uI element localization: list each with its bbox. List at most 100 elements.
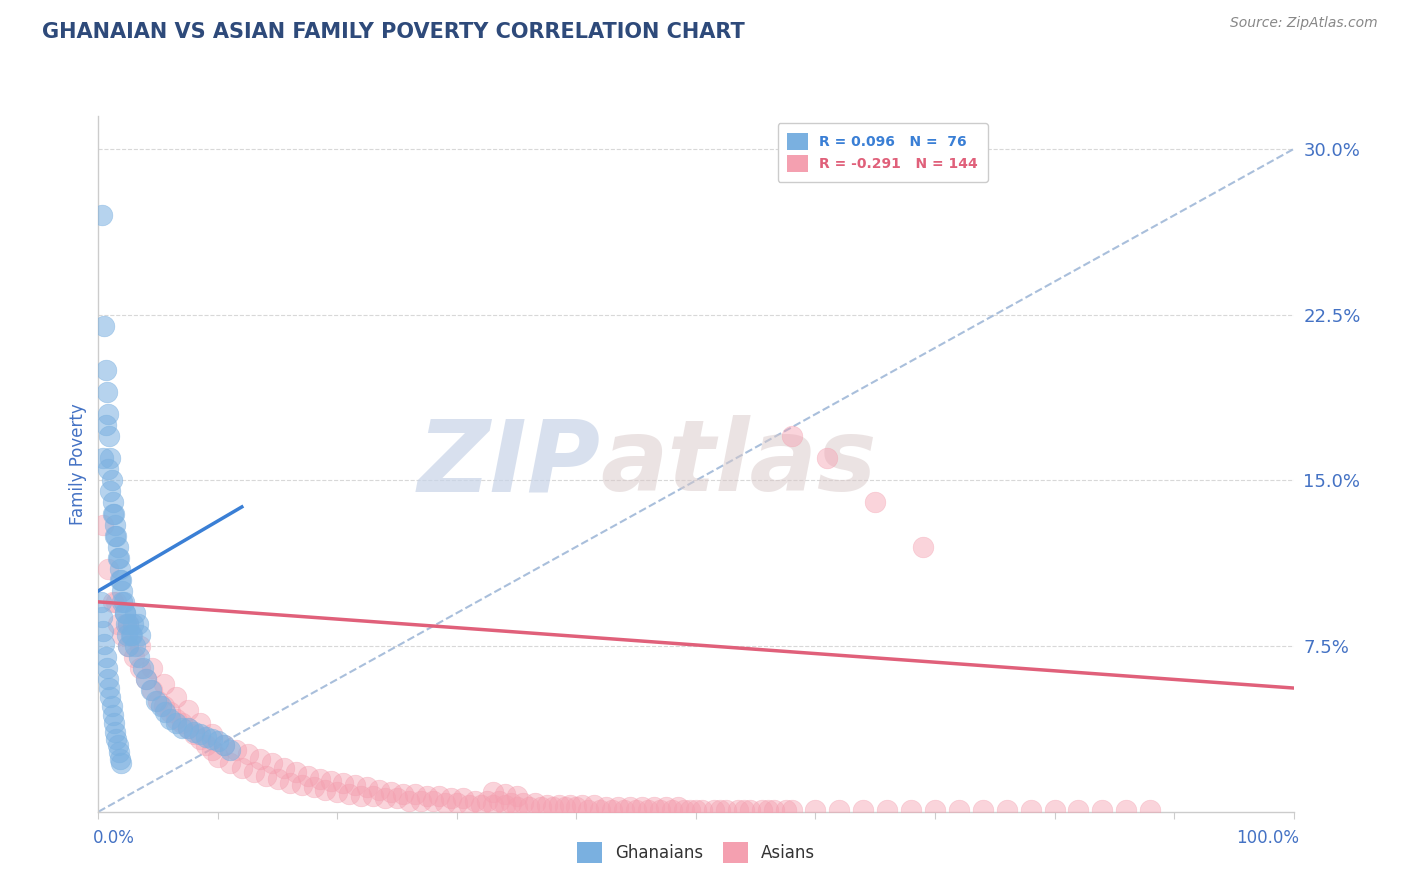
Point	[547, 798, 569, 813]
Point	[201, 731, 224, 746]
Point	[1139, 803, 1161, 817]
Point	[249, 752, 271, 766]
Point	[494, 798, 516, 813]
Point	[560, 798, 582, 813]
Point	[90, 595, 112, 609]
Point	[529, 800, 551, 814]
Point	[273, 760, 295, 774]
Point	[114, 606, 136, 620]
Point	[111, 583, 134, 598]
Point	[91, 208, 114, 222]
Point	[100, 698, 122, 713]
Point	[148, 694, 170, 708]
Point	[589, 803, 612, 817]
Point	[576, 803, 599, 817]
Point	[451, 791, 474, 805]
Point	[374, 791, 396, 805]
Point	[236, 747, 259, 762]
Point	[105, 731, 128, 746]
Point	[124, 606, 146, 620]
Point	[207, 734, 229, 748]
Point	[120, 628, 142, 642]
Point	[107, 745, 129, 759]
Point	[107, 550, 129, 565]
Point	[98, 681, 121, 695]
Point	[481, 785, 505, 799]
Point	[780, 429, 803, 443]
Point	[828, 803, 851, 817]
Point	[153, 676, 176, 690]
Point	[554, 800, 576, 814]
Point	[97, 407, 120, 421]
Point	[404, 787, 426, 801]
Point	[93, 637, 115, 651]
Point	[114, 606, 136, 620]
Point	[536, 798, 558, 813]
Point	[188, 731, 211, 746]
Point	[110, 573, 132, 587]
Y-axis label: Family Poverty: Family Poverty	[69, 403, 87, 524]
Point	[643, 800, 665, 814]
Point	[565, 800, 588, 814]
Point	[1115, 803, 1137, 817]
Point	[172, 721, 194, 735]
Point	[481, 798, 505, 813]
Point	[129, 661, 152, 675]
Point	[368, 782, 391, 797]
Point	[655, 800, 678, 814]
Point	[101, 707, 124, 722]
Point	[709, 803, 731, 817]
Point	[165, 716, 187, 731]
Point	[637, 803, 659, 817]
Point	[100, 474, 122, 488]
Point	[284, 764, 307, 779]
Point	[972, 803, 994, 817]
Point	[121, 628, 143, 642]
Point	[110, 756, 132, 771]
Point	[149, 698, 172, 713]
Point	[129, 639, 152, 653]
Point	[356, 780, 378, 795]
Point	[139, 683, 162, 698]
Point	[177, 721, 200, 735]
Text: Source: ZipAtlas.com: Source: ZipAtlas.com	[1230, 16, 1378, 30]
Point	[122, 617, 145, 632]
Point	[141, 683, 163, 698]
Point	[201, 727, 224, 741]
Point	[98, 484, 122, 499]
Point	[600, 803, 623, 817]
Point	[155, 706, 177, 720]
Point	[714, 803, 737, 817]
Point	[541, 800, 564, 814]
Point	[924, 803, 946, 817]
Point	[433, 796, 456, 810]
Point	[679, 803, 702, 817]
Point	[105, 595, 128, 609]
Point	[129, 628, 152, 642]
Point	[98, 690, 122, 704]
Point	[446, 796, 468, 810]
Point	[141, 661, 163, 675]
Point	[131, 661, 153, 675]
Point	[613, 803, 636, 817]
Point	[94, 418, 117, 433]
Point	[900, 803, 922, 817]
Point	[153, 698, 176, 713]
Point	[1067, 803, 1090, 817]
Point	[756, 803, 779, 817]
Point	[98, 451, 122, 466]
Point	[464, 794, 486, 808]
Point	[411, 794, 433, 808]
Point	[98, 429, 121, 443]
Point	[278, 776, 301, 790]
Point	[995, 803, 1018, 817]
Point	[111, 595, 134, 609]
Point	[422, 794, 444, 808]
Point	[212, 739, 235, 753]
Point	[124, 650, 146, 665]
Point	[117, 639, 139, 653]
Point	[738, 803, 761, 817]
Point	[107, 739, 129, 753]
Point	[96, 385, 118, 400]
Point	[101, 507, 124, 521]
